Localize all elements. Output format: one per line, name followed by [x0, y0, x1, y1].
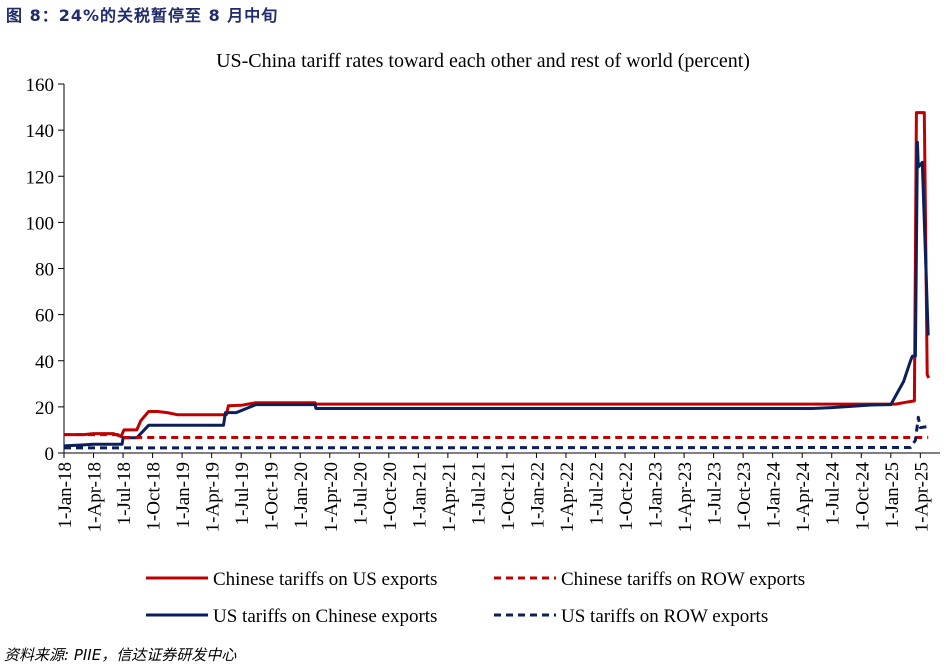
legend-label-1: Chinese tariffs on US exports [213, 569, 437, 590]
x-tick-label: 1-Oct-18 [144, 462, 165, 531]
x-tick-label: 1-Jul-23 [705, 462, 726, 525]
x-tick-label: 1-Oct-19 [262, 462, 283, 531]
x-tick-label: 1-Jul-22 [587, 462, 608, 525]
x-tick-label: 1-Apr-21 [439, 462, 460, 532]
source-note: 资料来源: PIIE，信达证券研发中心 [4, 646, 237, 664]
y-tick-label: 60 [35, 306, 54, 327]
x-tick-label: 1-Apr-18 [85, 462, 106, 532]
series-line-3 [64, 433, 929, 439]
x-tick-label: 1-Oct-24 [852, 462, 873, 531]
series-line-2 [63, 140, 930, 448]
x-tick-label: 1-Oct-21 [498, 462, 519, 531]
legend-label-2: US tariffs on Chinese exports [213, 606, 437, 627]
y-tick-label: 160 [26, 75, 55, 96]
x-tick-label: 1-Jul-18 [114, 462, 135, 525]
x-tick-label: 1-Apr-24 [793, 462, 814, 533]
x-axis: 1-Jan-18 1-Apr-18 1-Jul-18 1-Oct-18 1-Jan-19… [55, 452, 940, 533]
y-axis: 0 20 40 60 80 100 120 140 160 [26, 75, 65, 465]
x-tick-label: 1-Jan-21 [409, 462, 430, 528]
chart-title: US-China tariff rates toward each other … [216, 50, 750, 72]
x-tick-label: 1-Apr-25 [911, 462, 932, 532]
x-tick-label: 1-Jan-24 [764, 462, 785, 529]
plot-area [63, 111, 931, 450]
x-tick-label: 1-Jan-19 [173, 462, 194, 528]
x-tick-label: 1-Jan-25 [882, 462, 903, 528]
x-tick-label: 1-Apr-20 [321, 462, 342, 532]
figure-label: 图 8：24%的关税暂停至 8 月中旬 [6, 6, 279, 25]
x-tick-label: 1-Jul-21 [468, 462, 489, 525]
x-tick-label: 1-Apr-23 [675, 462, 696, 532]
x-tick-label: 1-Oct-23 [734, 462, 755, 531]
x-tick-label: 1-Jul-19 [232, 462, 253, 525]
x-tick-label: 1-Jul-24 [823, 462, 844, 526]
x-tick-label: 1-Jan-18 [55, 462, 76, 528]
chart: US-China tariff rates toward each other … [26, 50, 940, 627]
y-tick-label: 140 [26, 121, 55, 142]
x-tick-label: 1-Apr-22 [557, 462, 578, 532]
legend-label-4: US tariffs on ROW exports [561, 606, 768, 627]
x-tick-label: 1-Jan-22 [527, 462, 548, 528]
series-line-1 [64, 111, 931, 438]
x-tick-label: 1-Jul-20 [350, 462, 371, 525]
x-tick-label: 1-Oct-20 [380, 462, 401, 531]
y-tick-label: 40 [35, 352, 54, 373]
x-tick-label: 1-Jan-20 [291, 462, 312, 528]
x-tick-label: 1-Jan-23 [646, 462, 667, 528]
y-tick-label: 100 [26, 213, 55, 234]
y-tick-label: 0 [45, 444, 55, 465]
series-line-4 [63, 415, 929, 450]
y-tick-label: 120 [26, 167, 55, 188]
legend-label-3: Chinese tariffs on ROW exports [561, 569, 805, 590]
x-tick-label: 1-Oct-22 [616, 462, 637, 531]
x-tick-label: 1-Apr-19 [203, 462, 224, 532]
y-tick-label: 80 [35, 260, 54, 281]
legend: Chinese tariffs on US exports Chinese tar… [146, 569, 805, 627]
y-tick-label: 20 [35, 398, 54, 419]
